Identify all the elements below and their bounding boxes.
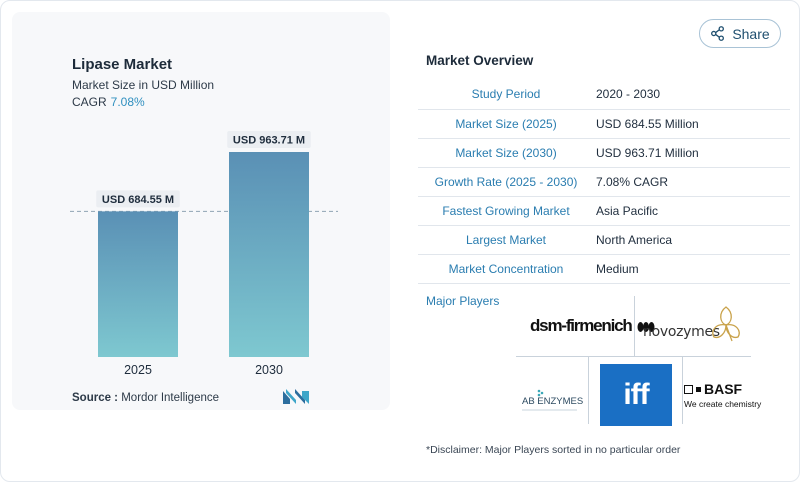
data-label-text: USD 684.55 M xyxy=(102,194,174,206)
dsm-firmenich-logo: dsm-firmenich xyxy=(530,316,655,336)
overview-label: Largest Market xyxy=(418,225,594,255)
overview-label: Market Size (2030) xyxy=(418,138,594,168)
dsm-mark-icon xyxy=(637,321,655,332)
overview-title: Market Overview xyxy=(426,53,534,68)
basf-logo: BASF We create chemistry xyxy=(684,381,761,409)
overview-label: Market Concentration xyxy=(418,254,594,284)
ab-enzymes-logo: AB ENZYMES xyxy=(522,389,583,411)
overview-value: USD 963.71 Million xyxy=(594,138,790,168)
basf-dot-icon xyxy=(696,386,701,392)
ab-enzymes-wordmark: AB ENZYMES xyxy=(522,396,583,407)
dsm-firmenich-wordmark: dsm-firmenich xyxy=(530,316,633,335)
data-label-bg xyxy=(96,190,180,208)
basf-square-icon xyxy=(684,384,693,394)
iff-logo: iff xyxy=(600,364,672,426)
source-value: Mordor Intelligence xyxy=(121,392,220,404)
share-icon xyxy=(711,26,725,41)
mordor-intelligence-logo xyxy=(283,389,309,404)
overview-row: Growth Rate (2025 - 2030) 7.08% CAGR xyxy=(418,167,790,197)
overview-row: Market Size (2030) USD 963.71 Million xyxy=(418,138,790,168)
overview-label: Fastest Growing Market xyxy=(418,196,594,226)
major-players-title: Major Players xyxy=(426,294,500,308)
iff-wordmark: iff xyxy=(623,378,649,411)
overview-row: Market Concentration Medium xyxy=(418,254,790,284)
cagr-label: CAGR xyxy=(72,95,107,109)
chart-title: Lipase Market xyxy=(72,56,173,73)
basf-wordmark-row: BASF xyxy=(684,381,761,397)
disclaimer: *Disclaimer: Major Players sorted in no … xyxy=(426,444,681,456)
x-tick-label: 2030 xyxy=(255,363,283,377)
data-label-2030: USD 963.71 M xyxy=(227,131,311,148)
chart-subtitle: Market Size in USD Million xyxy=(72,78,215,92)
overview-label: Study Period xyxy=(418,80,594,110)
overview-row: Study Period 2020 - 2030 xyxy=(418,80,790,110)
x-tick-label: 2025 xyxy=(124,363,152,377)
overview-row: Largest Market North America xyxy=(418,225,790,255)
bar-2025 xyxy=(98,211,178,357)
overview-value: USD 684.55 Million xyxy=(594,109,790,139)
share-label: Share xyxy=(732,25,770,42)
source-label: Source : xyxy=(72,392,119,404)
share-button[interactable]: Share xyxy=(699,19,781,48)
overview-value: 7.08% CAGR xyxy=(594,167,790,197)
overview-row: Fastest Growing Market Asia Pacific xyxy=(418,196,790,226)
bar-chart: USD 684.55 M 2025 USD 963.71 M 2030 xyxy=(70,131,338,377)
overview-value: Asia Pacific xyxy=(594,196,790,226)
overview-value: Medium xyxy=(594,254,790,284)
logo-divider xyxy=(516,356,751,357)
overview-value: 2020 - 2030 xyxy=(594,80,790,110)
basf-wordmark: BASF xyxy=(704,381,743,397)
logo-divider xyxy=(634,296,635,356)
data-label-bg xyxy=(227,131,311,148)
source-row: Source : Mordor Intelligence xyxy=(72,392,219,404)
overview-label: Market Size (2025) xyxy=(418,109,594,139)
novozymes-mark-icon xyxy=(712,306,740,342)
overview-value: North America xyxy=(594,225,790,255)
data-label-2025: USD 684.55 M xyxy=(96,190,180,208)
novozymes-logo: novozymes xyxy=(643,324,720,340)
cagr-value: 7.08% xyxy=(110,95,145,109)
data-label-text: USD 963.71 M xyxy=(233,135,305,147)
overview-row: Market Size (2025) USD 684.55 Million xyxy=(418,109,790,139)
bar-2030 xyxy=(229,152,309,357)
overview-label: Growth Rate (2025 - 2030) xyxy=(418,167,594,197)
chart-card xyxy=(12,12,390,410)
logo-divider xyxy=(588,356,589,424)
cagr-row: CAGR 7.08% xyxy=(72,95,145,109)
basf-tagline: We create chemistry xyxy=(684,399,762,409)
logo-divider xyxy=(682,356,683,424)
overview-table: Study Period 2020 - 2030 Market Size (20… xyxy=(418,80,790,284)
